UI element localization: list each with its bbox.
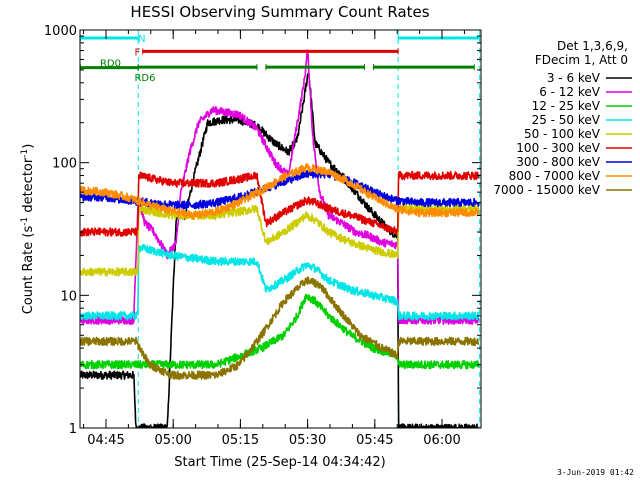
legend-header-line: FDecim 1, Att 0	[535, 53, 628, 67]
series-line-5	[80, 203, 480, 277]
x-tick-label: 05:45	[356, 433, 393, 448]
x-tick-label: 05:30	[289, 433, 326, 448]
legend-entry-label: 7000 - 15000 keV	[493, 183, 600, 197]
y-axis-label: Count Rate (s-1 detector-1)	[20, 144, 36, 315]
series-line-9	[80, 276, 480, 381]
y-tick-label: 1	[69, 422, 77, 437]
legend-entry-label: 12 - 25 keV	[532, 99, 601, 113]
flag-label: RD6	[134, 73, 155, 84]
flag-label: N	[138, 34, 145, 45]
y-axis-label-exponent: -1	[20, 149, 30, 158]
footer-date: 3-Jun-2019 01:42	[557, 468, 634, 477]
x-axis-label: Start Time (25-Sep-14 04:34:42)	[174, 455, 385, 470]
y-axis-label-part: )	[21, 144, 36, 149]
legend-entry-label: 100 - 300 keV	[516, 141, 600, 155]
legend: Det 1,3,6,9, FDecim 1, Att 0 3 - 6 keV6 …	[493, 39, 632, 197]
series-line-7	[80, 169, 480, 210]
series-line-4	[80, 244, 480, 321]
legend-entry-label: 300 - 800 keV	[516, 155, 600, 169]
y-axis-label-exponent: -1	[20, 217, 30, 226]
x-tick-label: 06:00	[423, 433, 460, 448]
legend-entry-label: 25 - 50 keV	[532, 113, 601, 127]
legend-entry-label: 800 - 7000 keV	[509, 169, 601, 183]
chart-title: HESSI Observing Summary Count Rates	[130, 3, 429, 21]
flag-label: F	[134, 47, 140, 58]
series-line-2	[80, 49, 480, 325]
series-line-6	[80, 170, 480, 237]
y-tick-label: 1000	[44, 24, 77, 39]
legend-entry-label: 50 - 100 keV	[524, 127, 601, 141]
legend-entry-label: 6 - 12 keV	[539, 85, 601, 99]
legend-entry-label: 3 - 6 keV	[547, 71, 601, 85]
x-tick-label: 05:15	[222, 433, 259, 448]
legend-header-line: Det 1,3,6,9,	[557, 39, 628, 53]
series-line-8	[80, 163, 480, 221]
y-tick-label: 100	[52, 157, 77, 172]
x-tick-label: 04:45	[87, 433, 124, 448]
plot-frame	[79, 29, 482, 429]
flag-label: RD0	[100, 59, 121, 70]
y-axis-label-part: detector	[21, 157, 36, 217]
y-axis-label-part: Count Rate (s	[21, 226, 36, 315]
x-tick-label: 05:00	[154, 433, 191, 448]
y-tick-label: 10	[60, 289, 77, 304]
